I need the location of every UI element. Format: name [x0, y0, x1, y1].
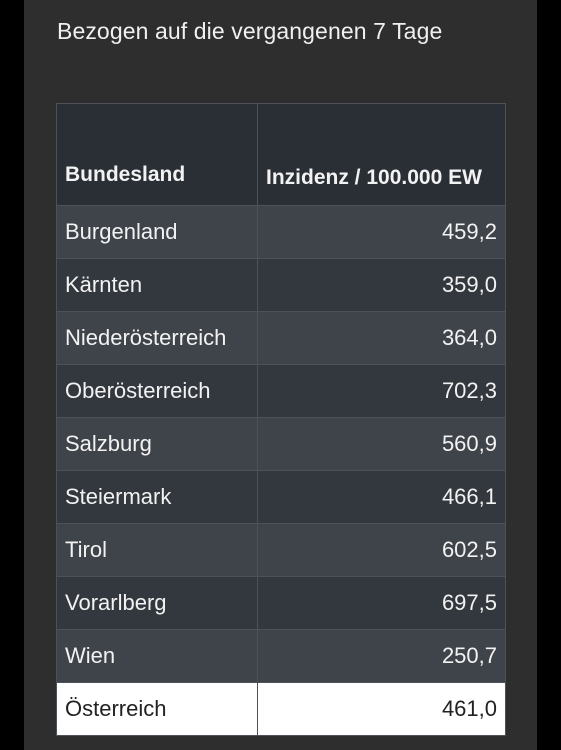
cell-incidence: 702,3: [257, 364, 506, 418]
table-row: Salzburg 560,9: [56, 417, 506, 471]
cell-incidence: 466,1: [257, 470, 506, 524]
incidence-table: Bundesland Inzidenz / 100.000 EW Burgenl…: [56, 103, 506, 736]
cell-incidence: 560,9: [257, 417, 506, 471]
cell-total-incidence: 461,0: [257, 682, 506, 736]
cell-region: Kärnten: [56, 258, 258, 312]
table-header-row: Bundesland Inzidenz / 100.000 EW: [56, 103, 506, 206]
cell-region: Niederösterreich: [56, 311, 258, 365]
cell-total-region: Österreich: [56, 682, 258, 736]
table-row: Vorarlberg 697,5: [56, 576, 506, 630]
cell-incidence: 359,0: [257, 258, 506, 312]
table-total-row: Österreich 461,0: [56, 682, 506, 736]
column-header-region: Bundesland: [56, 103, 258, 206]
cell-region: Burgenland: [56, 205, 258, 259]
table-row: Oberösterreich 702,3: [56, 364, 506, 418]
cell-region: Wien: [56, 629, 258, 683]
cell-region: Vorarlberg: [56, 576, 258, 630]
table-row: Tirol 602,5: [56, 523, 506, 577]
cell-region: Steiermark: [56, 470, 258, 524]
table-subtitle: Bezogen auf die vergangenen 7 Tage: [57, 18, 443, 44]
cell-incidence: 697,5: [257, 576, 506, 630]
table-row: Wien 250,7: [56, 629, 506, 683]
cell-incidence: 250,7: [257, 629, 506, 683]
cell-incidence: 364,0: [257, 311, 506, 365]
table-row: Steiermark 466,1: [56, 470, 506, 524]
table-row: Kärnten 359,0: [56, 258, 506, 312]
cell-region: Oberösterreich: [56, 364, 258, 418]
cell-incidence: 459,2: [257, 205, 506, 259]
cell-incidence: 602,5: [257, 523, 506, 577]
cell-region: Salzburg: [56, 417, 258, 471]
table-row: Niederösterreich 364,0: [56, 311, 506, 365]
cell-region: Tirol: [56, 523, 258, 577]
table-row: Burgenland 459,2: [56, 205, 506, 259]
column-header-incidence: Inzidenz / 100.000 EW: [257, 103, 506, 206]
